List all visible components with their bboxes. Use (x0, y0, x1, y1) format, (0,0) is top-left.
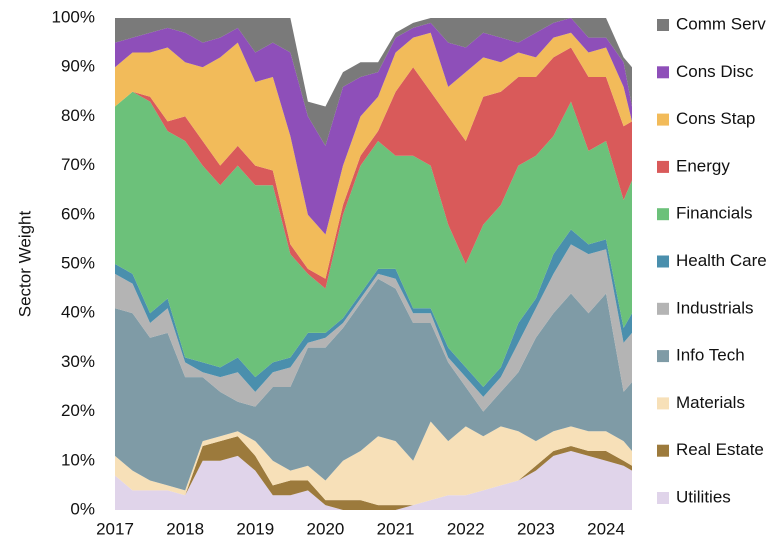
legend-swatch (657, 160, 669, 173)
y-tick-label: 90% (61, 57, 95, 76)
legend-label: Materials (676, 393, 745, 412)
area (115, 32, 632, 279)
area (115, 450, 632, 510)
legend-swatch (657, 444, 669, 457)
y-tick-label: 20% (61, 401, 95, 420)
y-tick-label: 30% (61, 352, 95, 371)
legend-swatch (657, 19, 669, 31)
legend-label: Financials (676, 204, 753, 223)
y-tick-label: 60% (61, 204, 95, 223)
y-tick-label: 0% (70, 499, 95, 518)
area (115, 229, 632, 397)
x-tick-label: 2022 (447, 519, 485, 538)
legend-swatch (657, 66, 669, 79)
legend-label: Cons Disc (676, 62, 754, 81)
x-tick-label: 2017 (96, 519, 134, 538)
area (115, 91, 632, 388)
x-tick-label: 2021 (377, 519, 415, 538)
x-tick-label: 2019 (236, 519, 274, 538)
legend-swatch (657, 302, 669, 315)
y-tick-label: 40% (61, 303, 95, 322)
legend-label: Real Estate (676, 440, 764, 459)
y-tick-label: 80% (61, 106, 95, 125)
legend-swatch (657, 113, 669, 126)
y-tick-label: 70% (61, 155, 95, 174)
legend-swatch (657, 492, 669, 504)
area (115, 278, 632, 491)
legend-label: Info Tech (676, 346, 745, 365)
legend-swatch (657, 397, 669, 410)
area (115, 436, 632, 510)
area (115, 47, 632, 289)
legend-label: Comm Serv (676, 14, 766, 33)
legend-label: Health Care (676, 251, 767, 270)
legend-swatch (657, 255, 669, 268)
legend-swatch (657, 350, 669, 363)
area (115, 244, 632, 412)
legend-label: Industrials (676, 298, 753, 317)
x-tick-label: 2024 (587, 519, 625, 538)
area (115, 421, 632, 506)
y-tick-label: 100% (52, 7, 95, 26)
legend-swatch (657, 208, 669, 221)
y-axis-label: Sector Weight (15, 211, 34, 318)
y-tick-label: 10% (61, 450, 95, 469)
area (115, 18, 632, 235)
legend-label: Utilities (676, 487, 731, 506)
x-tick-label: 2018 (166, 519, 204, 538)
x-tick-label: 2020 (307, 519, 345, 538)
x-tick-label: 2023 (517, 519, 555, 538)
legend-label: Cons Stap (676, 109, 755, 128)
y-tick-label: 50% (61, 253, 95, 272)
legend-label: Energy (676, 156, 730, 175)
